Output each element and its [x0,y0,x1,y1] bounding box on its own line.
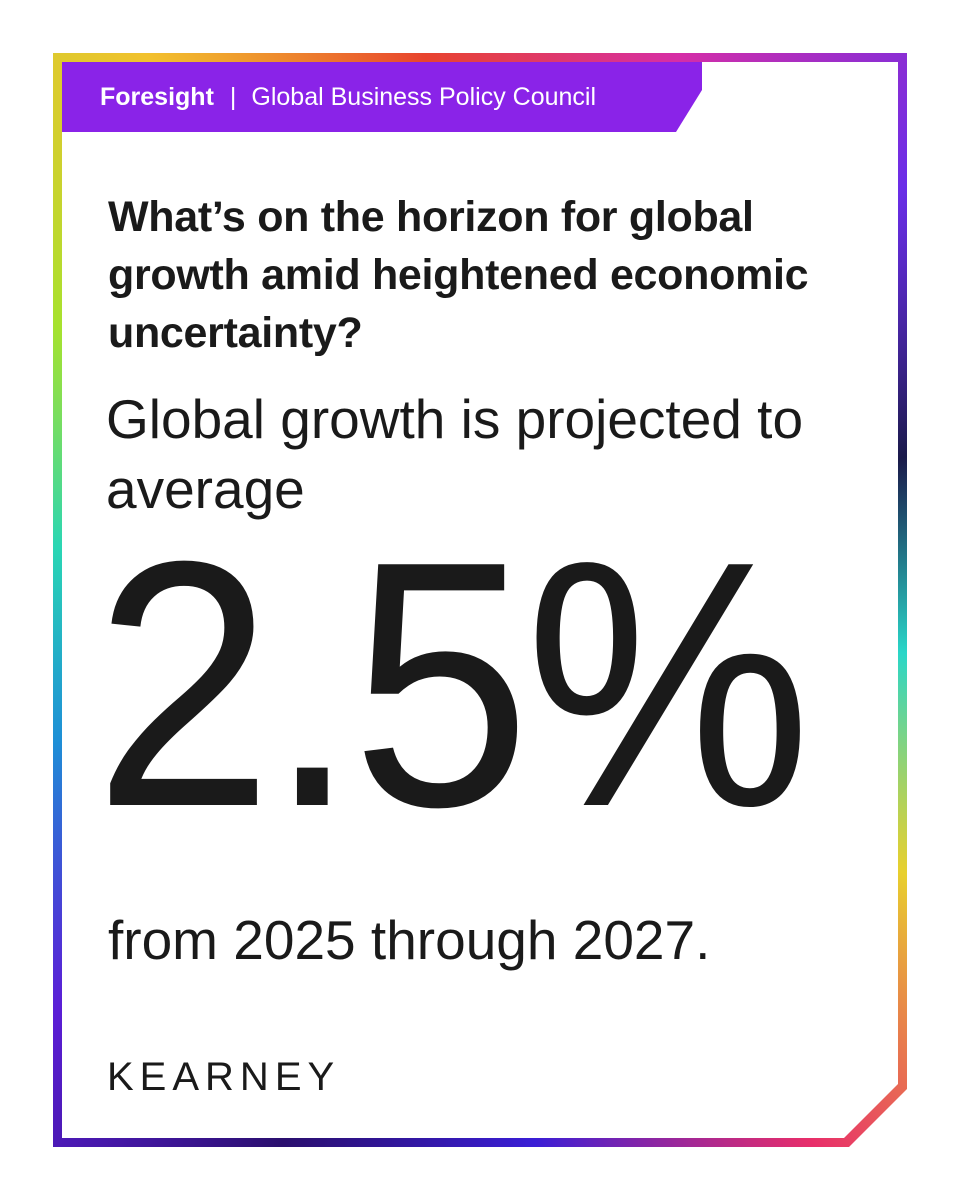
header-banner: Foresight | Global Business Policy Counc… [62,62,702,132]
highlight-value: 2.5% [94,489,811,880]
iridescent-frame [53,53,907,1147]
kearney-logo: KEARNEY [107,1055,341,1099]
lead-text: Global growth is projected to average [106,388,804,520]
header-council: Global Business Policy Council [251,82,597,111]
card-background [62,62,898,1138]
tail-text: from 2025 through 2027. [108,909,711,971]
header-brand: Foresight [100,82,214,111]
header-separator: | [229,82,237,111]
question-heading: What’s on the horizon for global growth … [108,193,809,357]
